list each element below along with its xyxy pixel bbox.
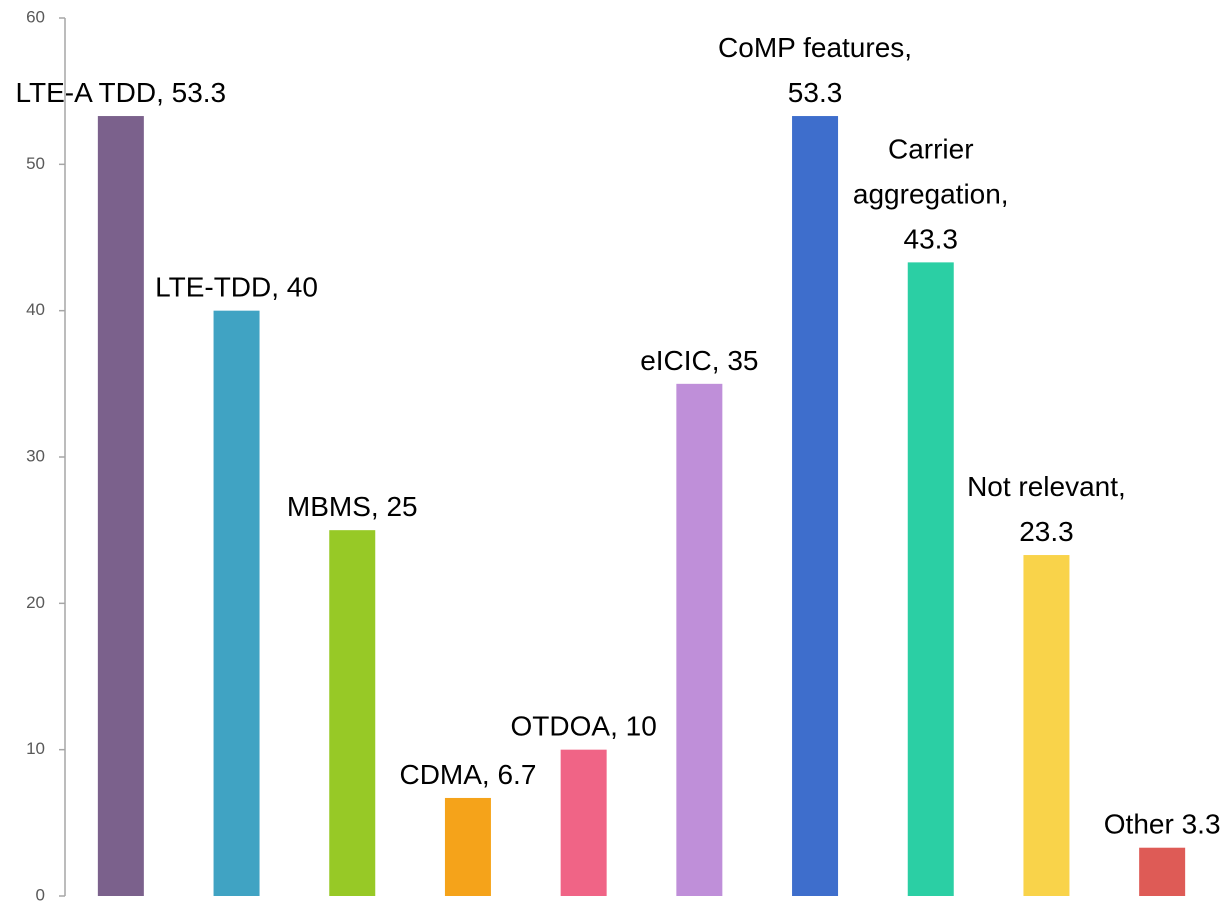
bar [1023,555,1070,896]
data-label-line: CoMP features, [718,32,912,63]
bar [1139,847,1186,896]
bar [560,749,607,896]
data-label-line: LTE-A TDD, 53.3 [16,77,227,108]
data-label-line: CDMA, 6.7 [399,759,536,790]
y-tick-label: 10 [26,739,45,758]
data-label-line: 53.3 [788,77,843,108]
bar [213,310,260,897]
y-tick-label: 50 [26,154,45,173]
data-label-line: 23.3 [1019,516,1074,547]
data-label-line: 43.3 [904,223,959,254]
bar [676,383,723,896]
data-label: Other 3.3 [1104,809,1221,840]
bar [907,262,954,896]
y-tick-label: 60 [26,7,45,26]
data-label: Carrier aggregation, 43.3 [853,133,1009,254]
data-label: LTE-TDD, 40 [155,272,318,303]
bar [792,116,839,896]
data-label: CDMA, 6.7 [399,759,536,790]
data-label-line: eICIC, 35 [640,345,758,376]
data-label: OTDOA, 10 [511,711,657,742]
data-label-line: Other 3.3 [1104,809,1221,840]
y-tick-label: 0 [36,885,45,903]
data-label-line: aggregation, [853,178,1009,209]
bar [329,530,376,896]
data-label: eICIC, 35 [640,345,758,376]
data-label: Not relevant, 23.3 [967,471,1126,547]
data-label-line: MBMS, 25 [287,491,418,522]
data-label-line: LTE-TDD, 40 [155,272,318,303]
data-label: CoMP features, 53.3 [718,32,912,108]
y-tick-label: 20 [26,593,45,612]
data-label: MBMS, 25 [287,491,418,522]
data-label-line: Not relevant, [967,471,1126,502]
data-label: LTE-A TDD, 53.3 [16,77,227,108]
y-tick-label: 30 [26,446,45,465]
y-tick-label: 40 [26,300,45,319]
data-label-line: Carrier [888,133,974,164]
data-label-line: OTDOA, 10 [511,711,657,742]
bar [444,797,491,896]
bar [97,116,144,896]
